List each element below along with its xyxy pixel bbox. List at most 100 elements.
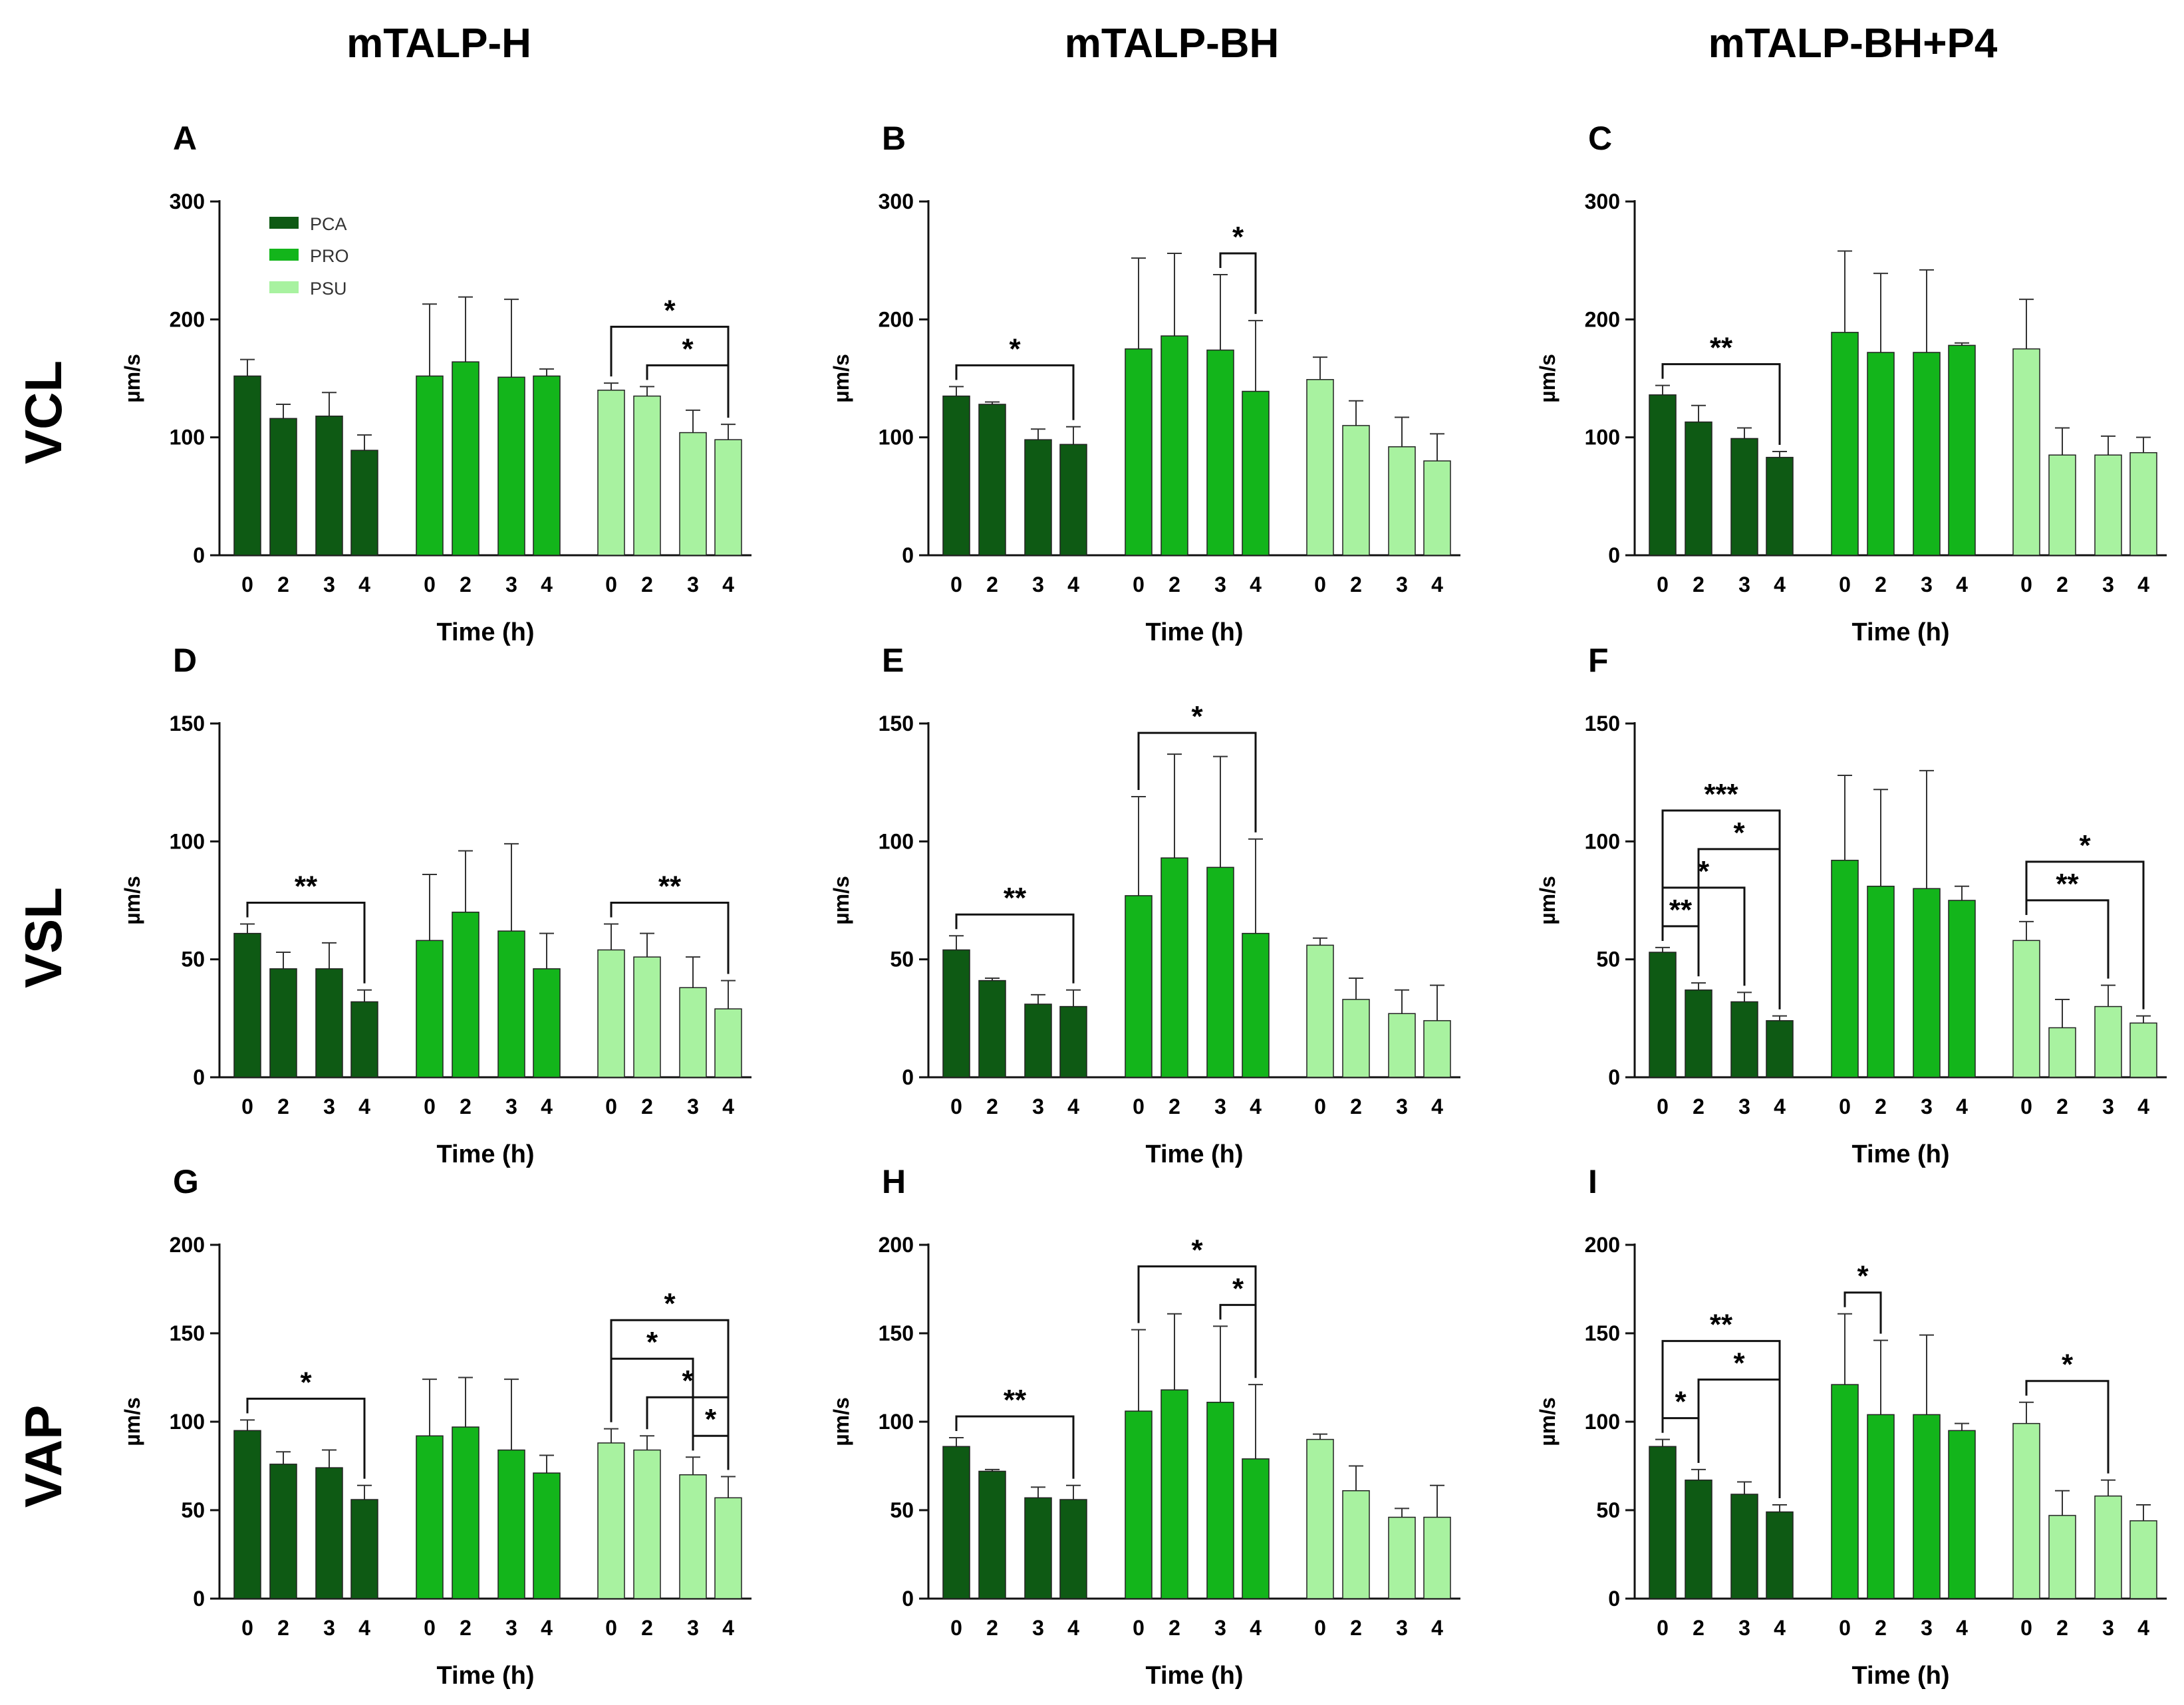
bar-pro-0h [1125, 1410, 1153, 1599]
y-tick-label: 100 [879, 426, 914, 450]
x-tick-label: 4 [1956, 1095, 1968, 1118]
y-tick-label: 300 [170, 190, 205, 213]
bar-pca-2h [269, 968, 297, 1078]
bar-pca-4h [350, 1001, 378, 1078]
panel-letter-c: C [1588, 120, 1612, 157]
significance-bracket [1661, 1340, 1781, 1499]
bar-psu-2h [633, 956, 661, 1078]
x-tick-label: 3 [1738, 1095, 1750, 1118]
bar-pca-2h [1685, 1480, 1712, 1599]
bar-pro-3h [1206, 349, 1234, 556]
x-axis-title-a: Time (h) [436, 618, 534, 646]
x-tick-label: 0 [241, 1095, 253, 1118]
y-axis-title-b: µm/s [829, 354, 853, 403]
bar-psu-0h [1306, 379, 1334, 556]
bar-pca-2h [1685, 989, 1712, 1078]
bar-psu-4h [1423, 1020, 1451, 1078]
bar-pca-3h [315, 415, 343, 556]
bar-psu-3h [2094, 1495, 2122, 1599]
significance-label: ** [1669, 894, 1693, 926]
bar-pro-3h [1206, 866, 1234, 1078]
significance-label: * [1232, 1272, 1244, 1305]
y-tick-label: 0 [193, 1587, 205, 1611]
significance-bracket [692, 1434, 730, 1470]
x-tick-label: 4 [541, 1095, 553, 1118]
significance-label: * [1232, 221, 1244, 253]
x-axis-title-i: Time (h) [1851, 1662, 1949, 1690]
significance-label: * [705, 1403, 717, 1436]
x-tick-label: 4 [1956, 1616, 1968, 1640]
x-tick-label: 4 [1431, 1095, 1443, 1118]
y-tick-label: 150 [879, 1321, 914, 1345]
panel-letter-d: D [173, 642, 197, 679]
y-tick-label: 100 [170, 829, 205, 853]
x-tick-label: 0 [605, 573, 617, 596]
x-tick-label: 2 [986, 1095, 998, 1118]
y-tick-label: 200 [170, 307, 205, 331]
y-tick-label: 50 [181, 948, 205, 972]
bar-pro-2h [1867, 1414, 1895, 1599]
x-tick-label: 0 [2020, 573, 2032, 596]
significance-bracket [610, 1357, 694, 1451]
bar-pca-4h [350, 450, 378, 556]
x-tick-label: 2 [1693, 1616, 1705, 1640]
y-tick-label: 200 [1585, 307, 1620, 331]
x-tick-label: 3 [1032, 573, 1044, 596]
y-tick-label: 150 [879, 712, 914, 735]
x-tick-label: 4 [1774, 1616, 1786, 1640]
bar-pca-0h [233, 932, 261, 1078]
y-tick-label: 0 [902, 1065, 914, 1089]
bar-pca-0h [1649, 1446, 1677, 1599]
panel-letter-g: G [173, 1163, 199, 1200]
bar-pro-3h [497, 930, 525, 1078]
bar-psu-0h [597, 389, 625, 556]
row-label-vap: VAP [14, 1405, 72, 1508]
x-tick-label: 2 [1350, 1616, 1362, 1640]
y-tick-label: 0 [902, 543, 914, 567]
x-tick-label: 0 [1657, 573, 1669, 596]
y-tick-label: 100 [879, 829, 914, 853]
bar-pca-3h [1024, 439, 1052, 556]
bar-psu-4h [1423, 460, 1451, 556]
significance-bracket [246, 1397, 366, 1479]
x-tick-label: 4 [1250, 573, 1262, 596]
x-tick-label: 4 [358, 1616, 370, 1640]
significance-label: * [646, 1326, 658, 1359]
y-tick-label: 100 [170, 426, 205, 450]
x-axis-title-c: Time (h) [1851, 618, 1949, 646]
x-tick-label: 2 [1168, 1616, 1180, 1640]
x-tick-label: 4 [2137, 573, 2149, 596]
bar-psu-2h [633, 1449, 661, 1599]
x-tick-label: 0 [1314, 573, 1326, 596]
legend: PCA PRO PSU [269, 214, 349, 299]
bar-psu-0h [597, 1442, 625, 1599]
x-tick-label: 4 [1431, 573, 1443, 596]
bar-psu-0h [1306, 1438, 1334, 1599]
x-tick-label: 4 [722, 1095, 734, 1118]
y-tick-label: 50 [890, 1498, 914, 1522]
x-tick-label: 4 [722, 1616, 734, 1640]
significance-label: * [1733, 1347, 1745, 1380]
x-tick-label: 3 [1396, 573, 1408, 596]
x-tick-label: 3 [505, 573, 517, 596]
y-tick-label: 50 [181, 1498, 205, 1522]
bar-pca-0h [233, 375, 261, 556]
significance-label: * [682, 1365, 694, 1397]
bar-pro-2h [452, 1426, 479, 1599]
y-tick-label: 150 [1585, 712, 1620, 735]
significance-label: ** [1004, 882, 1027, 914]
x-tick-label: 3 [1214, 1095, 1226, 1118]
bar-psu-0h [2012, 1422, 2040, 1599]
x-tick-label: 0 [2020, 1095, 2032, 1118]
bar-pca-3h [1730, 1001, 1758, 1078]
x-tick-label: 0 [1314, 1616, 1326, 1640]
bar-pro-0h [1831, 859, 1859, 1078]
bar-pro-0h [1125, 895, 1153, 1078]
x-tick-label: 0 [1314, 1095, 1326, 1118]
x-tick-label: 2 [1875, 1095, 1887, 1118]
significance-bracket [955, 913, 1075, 984]
bar-pro-0h [416, 375, 444, 556]
